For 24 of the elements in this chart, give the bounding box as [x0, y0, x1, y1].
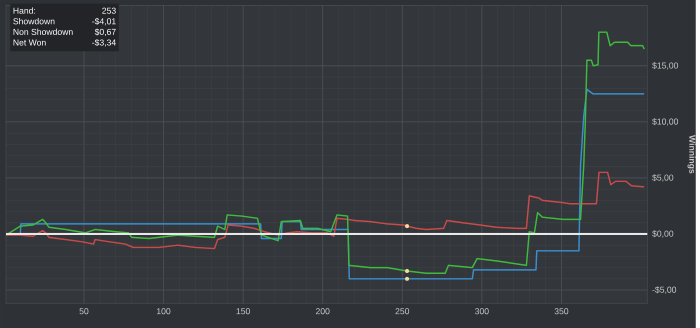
annotation: 253 [102, 8, 116, 14]
x-tick-label: 100 [157, 308, 170, 314]
point [405, 268, 410, 273]
x-tick-label: 300 [475, 308, 489, 314]
x-tick-label: 250 [396, 308, 410, 314]
x-tick-label: 350 [554, 308, 568, 314]
point [405, 224, 410, 228]
y-tick-label: $10,00 [652, 118, 678, 126]
x-tick-label: 150 [236, 308, 250, 314]
annotation: -$4,01 [92, 18, 116, 26]
point [405, 276, 410, 281]
annotation: $0,67 [94, 28, 116, 36]
y-tick-label: $15,00 [652, 62, 678, 70]
annotation: Showdown [13, 18, 54, 24]
y-tick-label: $0,00 [652, 230, 674, 238]
y-tick-label: -$5,00 [652, 286, 676, 294]
annotation: -$3,34 [92, 39, 116, 47]
y-axis-title: Winnings [688, 135, 696, 174]
x-tick-label: 50 [80, 308, 88, 314]
y-tick-label: $5,00 [652, 174, 674, 182]
x-tick-label: 200 [316, 308, 330, 314]
annotation: Net Won [14, 40, 46, 46]
annotation: Non Showdown [14, 28, 73, 35]
annotation: Hand: [14, 7, 36, 14]
